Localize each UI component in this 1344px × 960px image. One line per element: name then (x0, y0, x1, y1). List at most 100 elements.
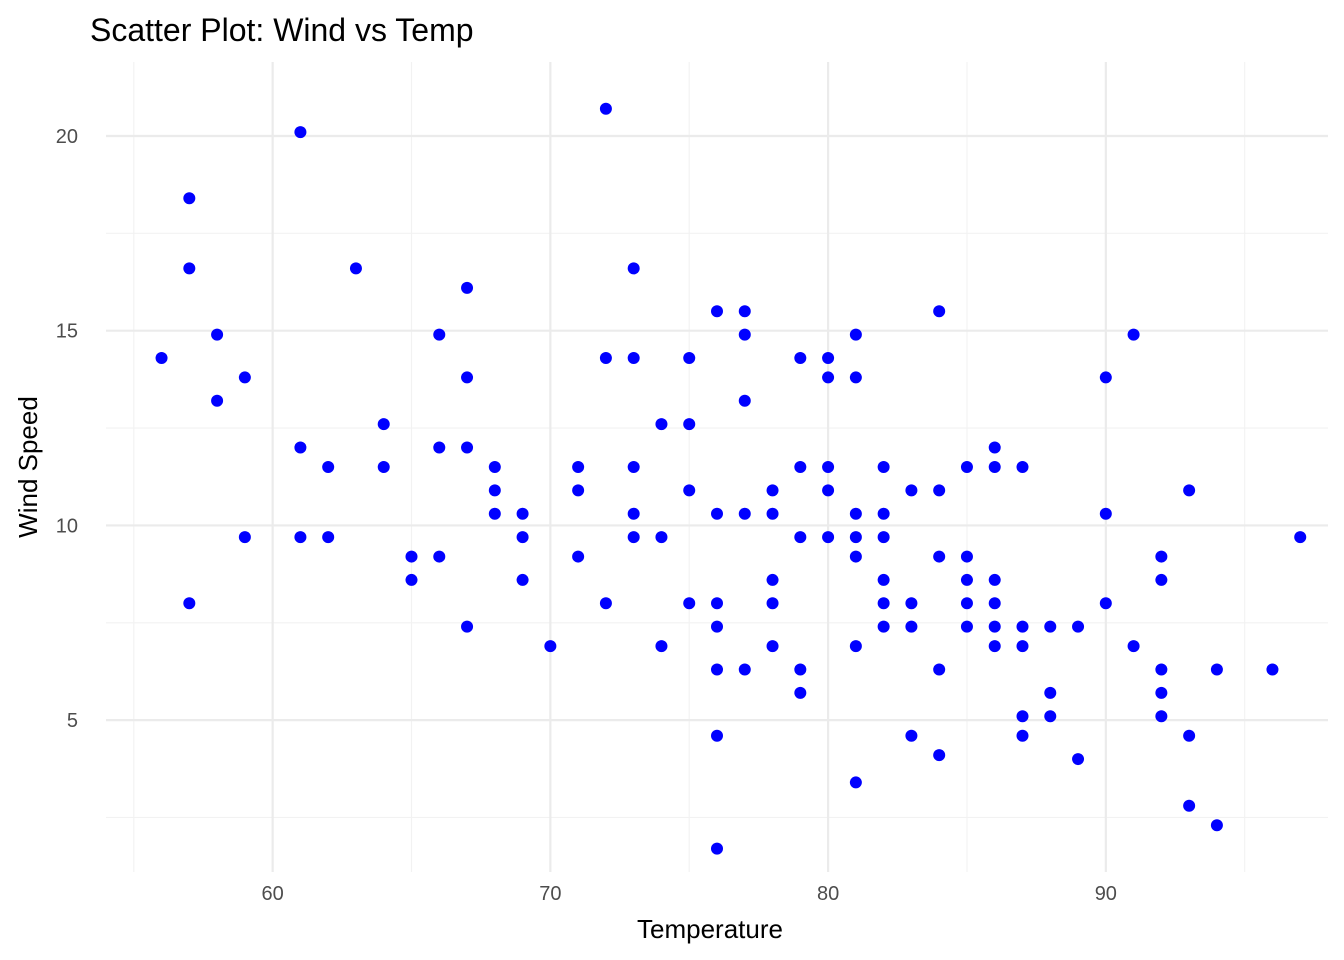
data-point (711, 620, 723, 633)
data-point (822, 531, 835, 544)
data-point (349, 262, 362, 275)
data-point (211, 394, 224, 407)
x-tick-label: 90 (1095, 883, 1117, 905)
data-point (960, 461, 973, 473)
data-point (572, 550, 585, 563)
data-point (849, 531, 862, 544)
data-point (794, 461, 807, 473)
data-point (683, 597, 696, 610)
data-point (711, 842, 723, 855)
data-point (1210, 819, 1223, 832)
data-point (1183, 484, 1196, 497)
data-point (738, 305, 751, 318)
data-point (1127, 328, 1140, 341)
data-point (655, 418, 668, 431)
data-point (1155, 573, 1168, 586)
data-point (988, 597, 1001, 610)
data-point (433, 550, 446, 563)
data-point (1044, 710, 1057, 723)
data-point (405, 550, 418, 563)
data-point (183, 262, 196, 275)
data-point (1099, 597, 1112, 610)
data-point (488, 507, 501, 520)
data-point (183, 597, 196, 610)
data-point (933, 484, 946, 497)
data-point (849, 550, 862, 563)
data-point (877, 531, 890, 544)
data-point (405, 573, 418, 586)
data-point (711, 597, 723, 610)
chart-title: Scatter Plot: Wind vs Temp (90, 12, 474, 48)
data-point (488, 461, 501, 473)
data-points (155, 102, 1307, 855)
data-point (377, 418, 390, 431)
data-point (516, 573, 529, 586)
y-tick-label: 5 (67, 710, 78, 732)
data-point (572, 461, 585, 473)
data-point (627, 351, 640, 364)
data-point (711, 305, 723, 318)
data-point (822, 371, 835, 384)
data-point (849, 507, 862, 520)
data-point (988, 573, 1001, 586)
data-point (849, 371, 862, 384)
data-point (572, 484, 585, 497)
data-point (849, 640, 862, 653)
data-point (794, 531, 807, 544)
data-point (988, 620, 1001, 633)
data-point (1099, 371, 1112, 384)
data-point (544, 640, 557, 653)
data-point (461, 441, 474, 454)
data-point (1072, 753, 1085, 766)
data-point (1099, 507, 1112, 520)
data-point (683, 351, 696, 364)
data-point (294, 441, 307, 454)
y-axis-title: Wind Speed (13, 396, 43, 538)
data-point (849, 776, 862, 789)
data-point (1183, 799, 1196, 812)
data-point (183, 192, 196, 205)
data-point (711, 507, 723, 520)
y-tick-label: 10 (56, 515, 78, 537)
data-point (877, 461, 890, 473)
data-point (988, 640, 1001, 653)
data-point (655, 531, 668, 544)
data-point (766, 484, 779, 497)
data-point (1016, 729, 1029, 742)
data-point (960, 550, 973, 563)
data-point (822, 484, 835, 497)
data-point (960, 573, 973, 586)
data-point (238, 371, 251, 384)
x-tick-label: 70 (539, 883, 561, 905)
data-point (738, 394, 751, 407)
data-point (988, 441, 1001, 454)
data-point (488, 484, 501, 497)
data-point (905, 597, 918, 610)
data-point (877, 597, 890, 610)
data-point (655, 640, 668, 653)
data-point (877, 620, 890, 633)
x-tick-label: 80 (817, 883, 839, 905)
data-point (599, 351, 612, 364)
data-point (516, 507, 529, 520)
data-point (877, 573, 890, 586)
data-point (683, 418, 696, 431)
data-point (1210, 663, 1223, 676)
data-point (960, 597, 973, 610)
data-point (1266, 663, 1279, 676)
data-point (294, 126, 307, 139)
data-point (294, 531, 307, 544)
data-point (433, 328, 446, 341)
data-point (1183, 729, 1196, 742)
data-point (461, 371, 474, 384)
data-point (461, 281, 474, 294)
x-axis-tick-labels: 60 70 80 90 (262, 883, 1117, 905)
data-point (738, 328, 751, 341)
data-point (877, 507, 890, 520)
data-point (1155, 663, 1168, 676)
data-point (1016, 461, 1029, 473)
data-point (599, 102, 612, 115)
data-point (155, 351, 168, 364)
